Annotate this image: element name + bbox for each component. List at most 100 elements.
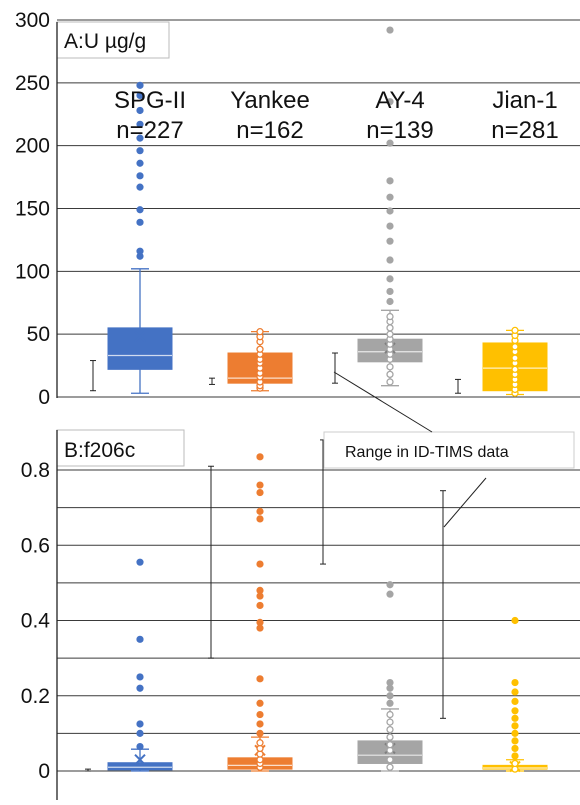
panel-a-y-ticks: 0 50 100 150 200 250 300 xyxy=(15,9,50,409)
outlier-point xyxy=(511,744,519,753)
y-tick-label: 300 xyxy=(15,9,50,32)
outlier-point xyxy=(386,98,394,106)
outlier-point xyxy=(386,287,394,296)
box-iqr xyxy=(107,762,173,771)
outlier-point xyxy=(256,601,264,610)
outlier-point xyxy=(511,729,519,737)
outlier-point xyxy=(386,177,394,185)
panel-a-tims-ranges xyxy=(90,352,461,394)
y-tick-label: 250 xyxy=(15,72,50,95)
outlier-point xyxy=(136,120,144,128)
outlier-point xyxy=(136,147,144,155)
outlier-point xyxy=(511,688,519,696)
outlier-point xyxy=(386,193,394,201)
inlier-point xyxy=(386,312,394,321)
box-yankee xyxy=(227,328,293,392)
y-tick-label: 0.4 xyxy=(21,610,51,633)
outlier-point xyxy=(136,183,144,191)
outlier-point xyxy=(256,586,264,595)
outlier-point xyxy=(136,159,144,167)
outlier-point xyxy=(136,720,144,728)
outlier-point xyxy=(511,714,519,722)
outlier-point xyxy=(386,26,394,34)
panel-b-title-box xyxy=(56,429,185,467)
inlier-point xyxy=(386,718,394,726)
inlier-point xyxy=(386,756,394,764)
category-name: Yankee xyxy=(230,87,310,114)
outlier-point xyxy=(256,507,264,515)
outlier-point xyxy=(511,722,519,730)
outlier-point xyxy=(256,488,264,497)
outlier-point xyxy=(386,297,394,306)
panel-b-tims-ranges xyxy=(85,439,446,772)
category-name: AY-4 xyxy=(375,87,424,114)
box-spg-ii xyxy=(107,558,173,772)
outlier-point xyxy=(386,678,394,687)
category-count: n=227 xyxy=(116,117,183,144)
panel-b-y-ticks: 0 0.2 0.4 0.6 0.8 xyxy=(21,459,51,783)
tims-annotation: Range in ID-TIMS data xyxy=(323,371,575,528)
category-name: Jian-1 xyxy=(492,87,557,114)
inlier-point xyxy=(386,370,394,379)
outlier-point xyxy=(256,729,264,737)
inlier-point xyxy=(256,739,264,747)
box-ay-4 xyxy=(357,26,423,387)
outlier-point xyxy=(136,742,144,751)
inlier-point xyxy=(386,741,394,749)
box-mean-marker xyxy=(134,330,146,343)
outlier-point xyxy=(386,699,394,707)
category-count: n=139 xyxy=(366,117,433,144)
inlier-point xyxy=(511,354,519,362)
panel-a: 0 50 100 150 200 250 300 SPG-II n=227 Yankee n=16… xyxy=(15,9,580,409)
outlier-point xyxy=(256,453,264,461)
outlier-point xyxy=(511,737,519,745)
outlier-point xyxy=(136,106,144,115)
outlier-point xyxy=(511,616,519,625)
inlier-point xyxy=(511,759,519,768)
inlier-point xyxy=(386,330,394,338)
outlier-point xyxy=(386,275,394,283)
y-tick-label: 0 xyxy=(38,386,50,409)
panel-a-title-box xyxy=(56,21,170,59)
category-count: n=162 xyxy=(236,117,303,144)
outlier-point xyxy=(136,635,144,643)
inlier-point xyxy=(386,733,394,741)
y-tick-label: 0.8 xyxy=(21,459,50,482)
y-tick-label: 200 xyxy=(15,135,50,158)
inlier-point xyxy=(256,328,264,336)
outlier-point xyxy=(256,618,264,626)
annotation-leader-a xyxy=(333,371,433,433)
outlier-point xyxy=(256,720,264,728)
y-tick-label: 150 xyxy=(15,198,50,221)
outlier-point xyxy=(386,139,394,147)
y-tick-label: 0.2 xyxy=(21,685,50,708)
outlier-point xyxy=(386,590,394,598)
outlier-point xyxy=(256,515,264,523)
panel-a-category-labels: SPG-II n=227 Yankee n=162 AY-4 n=139 Jian-1 n=2… xyxy=(114,87,559,144)
outlier-point xyxy=(386,692,394,700)
inlier-point xyxy=(386,710,394,719)
inlier-point xyxy=(386,763,394,771)
outlier-point xyxy=(256,710,264,719)
y-tick-label: 100 xyxy=(15,260,50,283)
outlier-point xyxy=(386,207,394,215)
outlier-point xyxy=(386,256,394,264)
panel-b-title: B:f206c xyxy=(64,439,135,462)
box-iqr xyxy=(107,327,173,370)
outlier-point xyxy=(256,481,264,489)
inlier-point xyxy=(386,378,394,386)
outlier-point xyxy=(136,172,144,180)
annotation-leader-b xyxy=(443,477,487,528)
box-ay-4 xyxy=(357,581,423,772)
outlier-point xyxy=(386,237,394,245)
outlier-point xyxy=(511,697,519,705)
annotation-text: Range in ID-TIMS data xyxy=(345,444,509,461)
inlier-point xyxy=(511,365,519,374)
outlier-point xyxy=(256,675,264,683)
y-tick-label: 50 xyxy=(27,323,50,346)
panel-b: 0 0.2 0.4 0.6 0.8 B:f206c xyxy=(21,429,580,800)
outlier-point xyxy=(386,581,394,589)
annotation-box xyxy=(323,431,575,469)
outlier-point xyxy=(136,247,144,255)
